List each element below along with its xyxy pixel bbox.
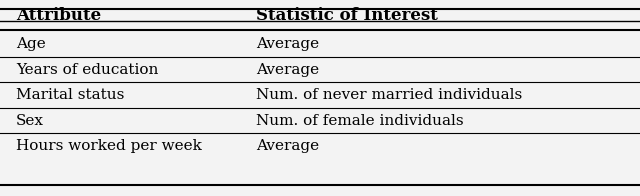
Text: Years of education: Years of education xyxy=(16,63,158,77)
Text: Hours worked per week: Hours worked per week xyxy=(16,139,202,153)
Text: Average: Average xyxy=(256,63,319,77)
Text: Sex: Sex xyxy=(16,113,44,128)
Text: Average: Average xyxy=(256,139,319,153)
Text: Num. of female individuals: Num. of female individuals xyxy=(256,113,463,128)
Text: Age: Age xyxy=(16,37,45,51)
Text: Attribute: Attribute xyxy=(16,7,101,24)
Text: Num. of never married individuals: Num. of never married individuals xyxy=(256,88,522,102)
Text: Marital status: Marital status xyxy=(16,88,124,102)
Text: Average: Average xyxy=(256,37,319,51)
Text: Statistic of Interest: Statistic of Interest xyxy=(256,7,438,24)
